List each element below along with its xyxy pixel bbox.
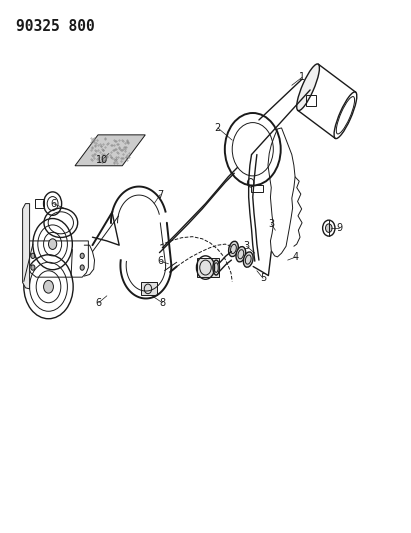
Polygon shape (75, 135, 145, 166)
Circle shape (80, 253, 84, 259)
Text: 9: 9 (336, 223, 342, 233)
Polygon shape (23, 204, 30, 289)
Circle shape (44, 280, 53, 293)
Ellipse shape (236, 247, 246, 262)
Circle shape (80, 265, 84, 270)
Ellipse shape (297, 64, 319, 111)
Ellipse shape (243, 252, 253, 267)
Text: 2: 2 (215, 123, 221, 133)
Text: 3: 3 (268, 219, 274, 229)
Text: 5: 5 (260, 273, 266, 283)
Text: 6: 6 (96, 298, 102, 308)
Circle shape (48, 239, 57, 249)
Ellipse shape (229, 241, 238, 256)
Text: 6: 6 (51, 199, 56, 208)
Text: 90325 800: 90325 800 (16, 19, 95, 34)
Polygon shape (141, 282, 157, 295)
Text: 8: 8 (159, 298, 165, 308)
Text: 7: 7 (157, 190, 164, 199)
Circle shape (31, 265, 35, 270)
Text: 1: 1 (299, 72, 305, 82)
Polygon shape (197, 258, 219, 277)
Text: 4: 4 (293, 252, 299, 262)
Circle shape (31, 253, 35, 259)
Text: 3: 3 (244, 241, 249, 251)
Text: 10: 10 (96, 155, 108, 165)
Text: 6: 6 (157, 256, 163, 266)
Circle shape (326, 224, 332, 232)
